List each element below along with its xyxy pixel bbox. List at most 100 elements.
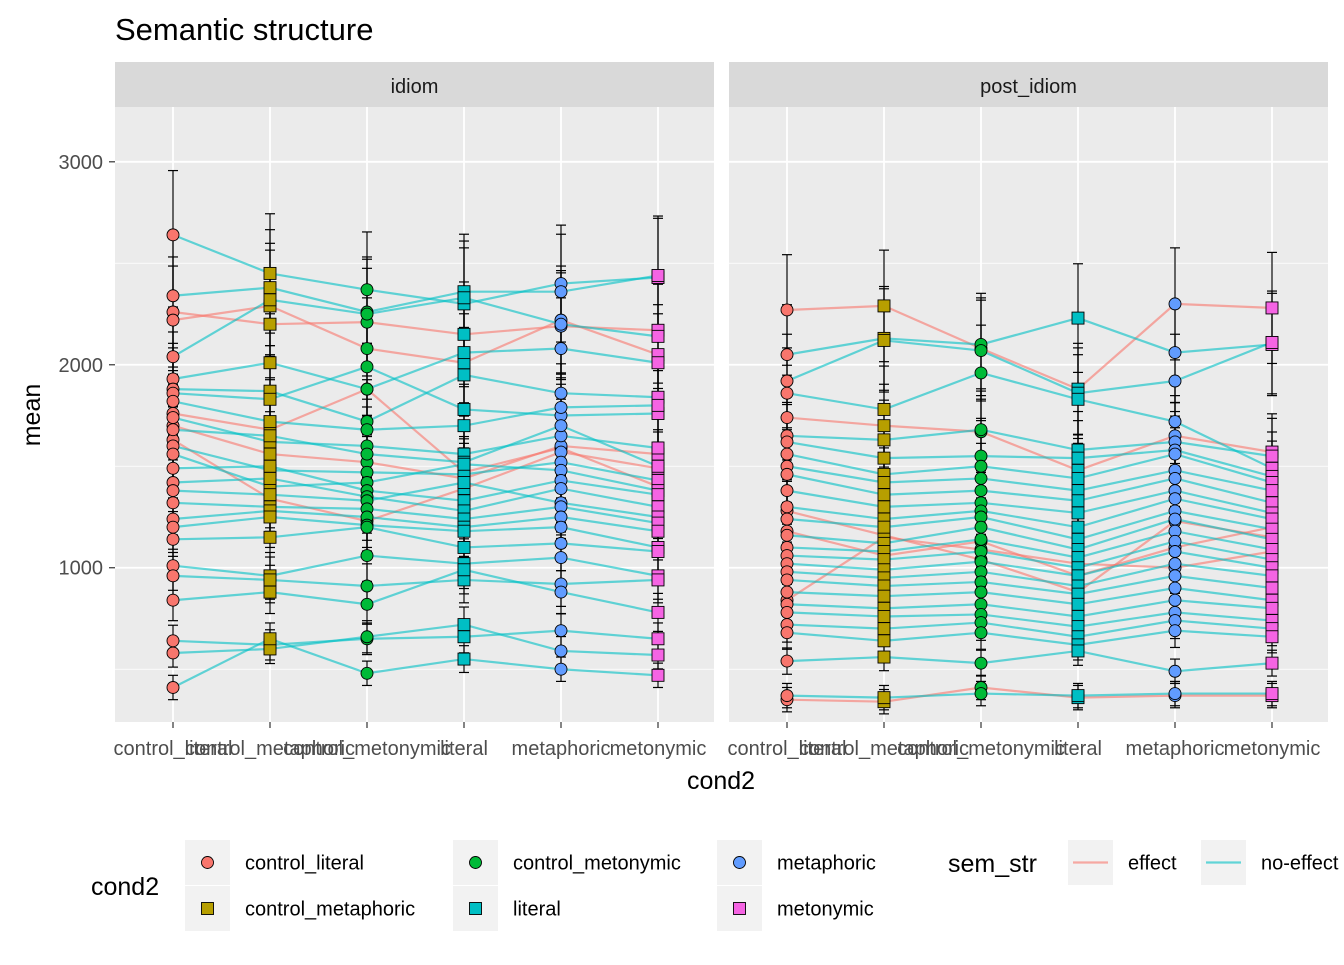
point-metonymic [651, 668, 665, 682]
point-metonymic [1265, 449, 1279, 463]
point-metaphoric [554, 386, 568, 400]
point-metaphoric [554, 662, 568, 676]
point-control-metonymic [974, 656, 988, 670]
series-line-no-effect [786, 629, 1273, 646]
legend-item-metonymic: metonymic [717, 886, 874, 931]
x-axis-label: cond2 [687, 767, 755, 795]
point-control-literal [780, 689, 794, 703]
point-control-metonymic [974, 626, 988, 640]
point-metonymic [651, 398, 665, 412]
facet-strip-label: post_idiom [980, 76, 1077, 98]
chart-title: Semantic structure [115, 12, 373, 47]
point-metonymic [1265, 601, 1279, 615]
point-control-literal [166, 228, 180, 242]
point-control-literal [166, 520, 180, 534]
facet-panel-post-idiom: post_idiom control_literalcontrol_metapho… [728, 62, 1328, 760]
series-line-no-effect [172, 424, 659, 468]
point-control-literal [780, 467, 794, 481]
series-line-no-effect [172, 574, 659, 588]
point-control-literal [780, 447, 794, 461]
x-tick-label: control_metonymic [283, 738, 451, 760]
point-metonymic [1265, 569, 1279, 583]
point-control-metonymic [360, 342, 374, 355]
point-metaphoric [1168, 545, 1182, 558]
point-literal [457, 402, 471, 416]
point-control-literal [780, 500, 794, 514]
series-line-no-effect [786, 540, 1273, 569]
point-control-metonymic [360, 666, 374, 680]
point-control-metaphoric [877, 650, 891, 664]
series-line-no-effect [786, 692, 1272, 699]
point-control-metaphoric [877, 299, 891, 313]
point-control-metonymic [974, 687, 988, 701]
point-control-metonymic [974, 366, 988, 380]
point-control-metonymic [360, 549, 374, 563]
point-metonymic [651, 356, 665, 370]
x-tick-label: metonymic [610, 738, 707, 760]
point-literal [457, 327, 471, 341]
legend-title-sem-str: sem_str [948, 850, 1037, 878]
point-literal [1071, 471, 1085, 485]
point-control-metonymic [974, 459, 988, 473]
legend-item-metaphoric: metaphoric [717, 840, 876, 885]
series-line-no-effect [786, 452, 1273, 484]
series-line-no-effect [786, 619, 1273, 638]
legend-label: control_literal [245, 853, 364, 875]
series-line-no-effect [786, 611, 1273, 628]
series-line-no-effect [172, 365, 659, 417]
series-line-no-effect [172, 515, 659, 549]
point-control-metaphoric [263, 632, 277, 646]
point-control-literal [166, 447, 180, 461]
point-metaphoric [1168, 664, 1182, 678]
point-metaphoric [1168, 581, 1182, 595]
x-tick-label: control_metaphoric [799, 738, 969, 760]
point-control-literal [166, 569, 180, 583]
point-control-metaphoric [877, 520, 891, 534]
point-control-literal [780, 303, 794, 317]
point-control-metaphoric [263, 510, 277, 524]
legend-label: metonymic [777, 899, 874, 921]
series-line-effect [786, 416, 1273, 472]
point-control-metaphoric [877, 691, 891, 705]
series-line-no-effect [172, 526, 659, 553]
series-line-no-effect [172, 233, 659, 305]
point-metaphoric [1168, 492, 1182, 506]
point-metaphoric [554, 342, 568, 355]
point-control-literal [166, 646, 180, 660]
point-control-metaphoric [263, 488, 277, 502]
series-line-no-effect [786, 562, 1273, 588]
point-literal [457, 457, 471, 471]
point-literal [1071, 451, 1085, 465]
point-metonymic [651, 605, 665, 619]
point-control-literal [166, 532, 180, 546]
point-control-metaphoric [877, 622, 891, 636]
point-literal [1071, 597, 1085, 611]
point-control-literal [780, 484, 794, 498]
point-control-metaphoric [263, 266, 277, 280]
series-line-effect [172, 424, 659, 480]
point-metaphoric [554, 419, 568, 433]
point-control-literal [166, 423, 180, 437]
point-control-literal [780, 374, 794, 388]
point-control-literal [166, 681, 180, 694]
series-line-no-effect [786, 574, 1273, 596]
point-control-metonymic [360, 360, 374, 374]
x-tick-label: metaphoric [1126, 738, 1225, 760]
legend-symbol [201, 902, 214, 915]
facet-strip [729, 62, 1328, 107]
point-metonymic [651, 524, 665, 538]
point-metonymic [651, 488, 665, 502]
x-tick-label: control_literal [114, 738, 233, 760]
x-tick-label: metaphoric [512, 738, 611, 760]
point-literal [457, 524, 471, 538]
point-metaphoric [554, 317, 568, 331]
point-literal [457, 618, 471, 632]
series-line-no-effect [786, 649, 1273, 673]
series-line-no-effect [786, 440, 1273, 478]
point-control-metaphoric [263, 447, 277, 461]
legend-symbol [201, 856, 214, 869]
point-control-literal [780, 411, 794, 424]
point-control-metonymic [974, 520, 988, 534]
legend-symbol [733, 856, 746, 869]
